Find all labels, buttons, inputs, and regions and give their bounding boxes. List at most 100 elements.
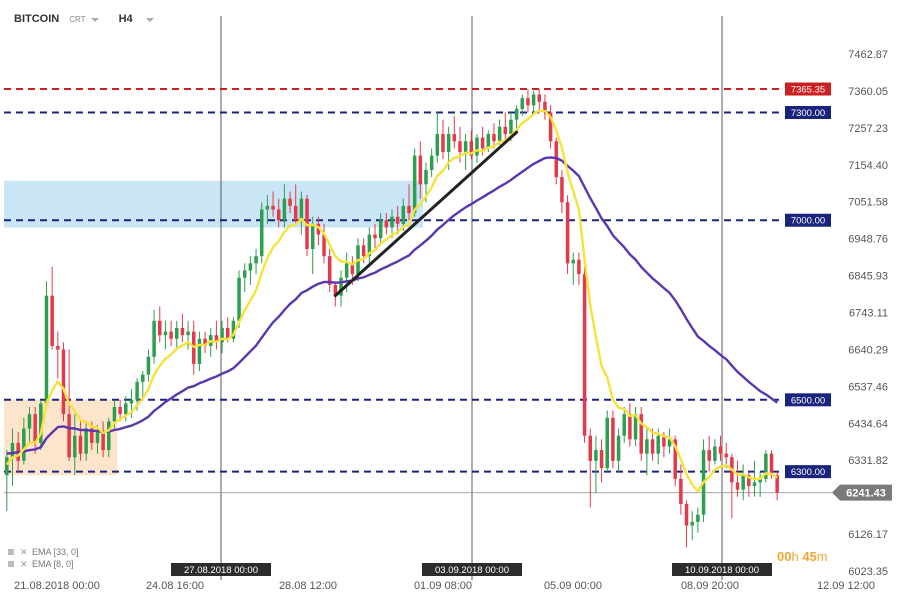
candle-countdown: 00h 45m bbox=[777, 549, 828, 564]
symbol-label[interactable]: BITCOIN bbox=[14, 13, 60, 25]
candle-body bbox=[237, 277, 241, 321]
chart-type-selector[interactable]: CRT bbox=[69, 13, 99, 25]
candle-body bbox=[520, 98, 525, 109]
vertical-marker-tag bbox=[422, 563, 522, 576]
candle-body bbox=[112, 406, 117, 422]
candle-body bbox=[175, 327, 179, 339]
horizontal-levels bbox=[4, 88, 832, 494]
candle bbox=[50, 266, 54, 350]
candle-body bbox=[265, 205, 270, 210]
y-tick-label: 6331.82 bbox=[848, 455, 888, 467]
timeframe-label: H4 bbox=[118, 13, 133, 25]
candle-body bbox=[707, 450, 711, 461]
y-tick-label: 6845.93 bbox=[848, 271, 888, 283]
level-tag-label: 6300.00 bbox=[791, 467, 825, 478]
candle bbox=[730, 453, 734, 519]
level-tag-label: 7300.00 bbox=[791, 108, 825, 119]
candle bbox=[33, 406, 37, 454]
candle-body bbox=[684, 503, 689, 526]
candle-body bbox=[310, 223, 315, 249]
candle-body bbox=[282, 198, 287, 221]
candle bbox=[684, 500, 689, 548]
candle bbox=[84, 421, 88, 461]
candle-body bbox=[61, 349, 66, 415]
candle-body bbox=[480, 137, 485, 149]
countdown-group: 00h 45m bbox=[777, 549, 828, 564]
candle-body bbox=[526, 98, 530, 106]
candle-body bbox=[33, 414, 37, 443]
level-tag bbox=[785, 213, 831, 227]
candle-body bbox=[469, 141, 474, 156]
candle-body bbox=[361, 245, 366, 257]
candle-body bbox=[44, 295, 49, 404]
candle-body bbox=[276, 209, 281, 221]
candle-body bbox=[497, 126, 502, 142]
candle-body bbox=[679, 478, 683, 504]
candle-body bbox=[299, 198, 304, 221]
candle-body bbox=[458, 141, 462, 153]
candle-body bbox=[395, 216, 400, 224]
candle bbox=[577, 252, 581, 285]
candle bbox=[107, 417, 111, 458]
y-tick-label: 6126.17 bbox=[848, 529, 888, 541]
candle bbox=[441, 119, 445, 160]
candle bbox=[764, 450, 768, 483]
candle-body bbox=[543, 101, 547, 113]
candle bbox=[667, 428, 672, 454]
candle bbox=[339, 270, 343, 307]
candle bbox=[299, 191, 304, 235]
candle bbox=[560, 169, 564, 214]
candle-body bbox=[378, 220, 383, 239]
x-tick-label: 01.09 08:00 bbox=[414, 580, 472, 592]
candle bbox=[475, 134, 479, 163]
candle bbox=[554, 137, 559, 185]
candle-body bbox=[95, 432, 100, 443]
candle-body bbox=[446, 134, 451, 153]
timeframe-selector[interactable]: H4 bbox=[119, 13, 154, 25]
candle-body bbox=[656, 435, 660, 454]
candle-body bbox=[254, 256, 258, 264]
candle bbox=[78, 421, 83, 461]
level-tag bbox=[785, 82, 831, 96]
candle bbox=[616, 428, 621, 472]
candle bbox=[633, 406, 638, 447]
candle bbox=[526, 89, 530, 113]
x-tick-label: 08.09 20:00 bbox=[681, 580, 739, 592]
x-tick-label: 24.08 16:00 bbox=[146, 580, 204, 592]
candle bbox=[214, 320, 219, 350]
candle-body bbox=[367, 234, 372, 257]
candle-body bbox=[180, 327, 185, 336]
candle-body bbox=[628, 414, 632, 440]
y-tick-label: 7257.23 bbox=[848, 123, 888, 135]
candle bbox=[384, 213, 389, 235]
candle bbox=[44, 281, 49, 407]
candle-body bbox=[135, 381, 139, 400]
candle bbox=[248, 256, 253, 285]
candle bbox=[310, 216, 315, 275]
candle bbox=[95, 424, 100, 454]
candle bbox=[288, 191, 292, 214]
candle-body bbox=[599, 450, 604, 469]
candle bbox=[175, 320, 179, 350]
candle bbox=[514, 105, 519, 131]
candle bbox=[548, 105, 553, 149]
candle-body bbox=[242, 270, 247, 278]
candle bbox=[645, 428, 649, 476]
candle-body bbox=[56, 345, 60, 350]
candle-body bbox=[84, 428, 88, 454]
candle-body bbox=[384, 220, 389, 228]
candle bbox=[124, 396, 128, 422]
candle-body bbox=[163, 331, 168, 336]
candle-body bbox=[424, 169, 428, 185]
candle bbox=[469, 130, 474, 160]
vertical-marker-label: 03.09.2018 00:00 bbox=[435, 565, 509, 576]
candle-body bbox=[271, 205, 275, 210]
candle bbox=[101, 421, 105, 458]
candle bbox=[276, 198, 281, 228]
candle bbox=[22, 417, 26, 465]
candle-body bbox=[350, 263, 355, 275]
candle bbox=[758, 471, 762, 497]
level-tag-label: 6500.00 bbox=[791, 395, 825, 406]
y-tick-label: 7154.40 bbox=[848, 160, 888, 172]
